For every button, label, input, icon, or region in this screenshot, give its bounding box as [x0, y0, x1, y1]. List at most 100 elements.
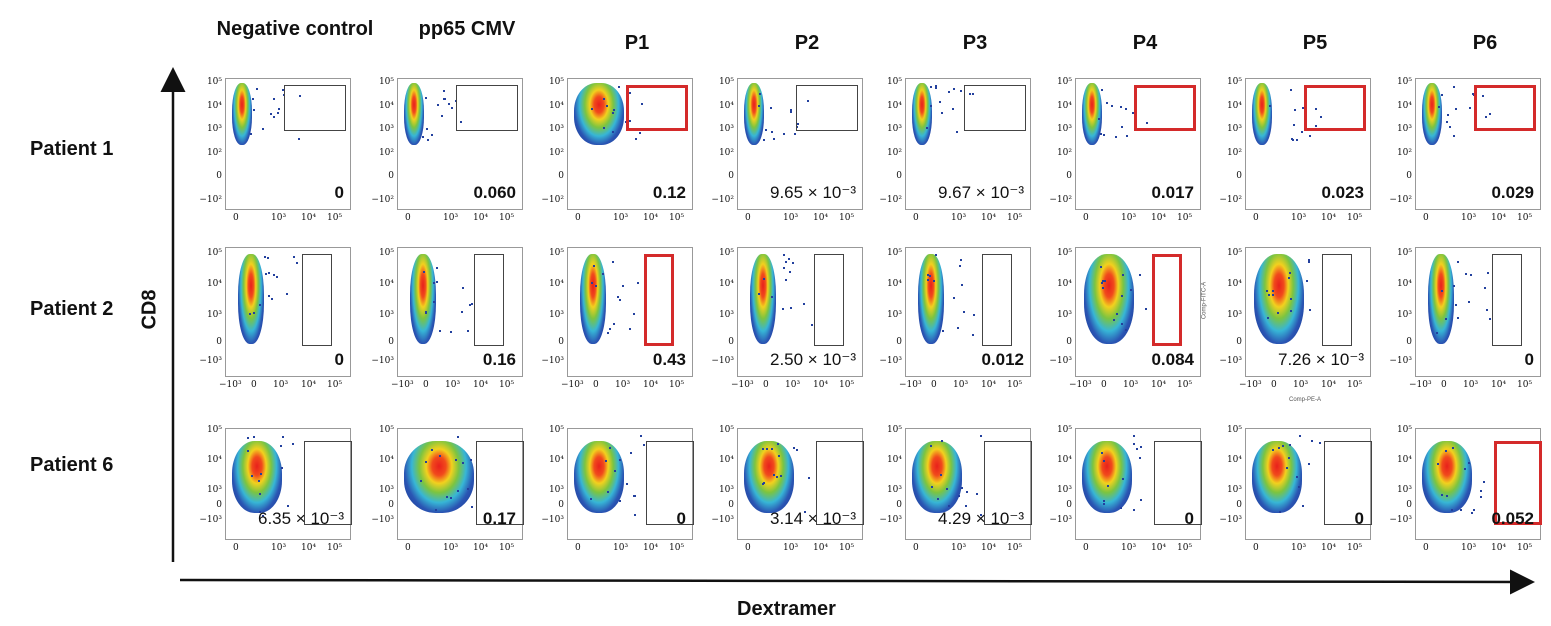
inset-x-axis-label: Comp-PE-A: [1289, 397, 1322, 403]
cell-density-blob: [750, 254, 776, 344]
x-tick-label: 10³: [951, 213, 967, 223]
x-tick-label: 10³: [613, 543, 629, 553]
event-dot: [1441, 493, 1444, 496]
event-dot: [1119, 507, 1122, 510]
event-dot: [783, 266, 786, 269]
flow-plot-panel: 0.43: [567, 247, 693, 377]
x-tick-label: 10⁵: [1007, 213, 1023, 223]
x-tick-label: 0: [913, 543, 919, 553]
y-tick-label: 10⁵: [1056, 77, 1072, 87]
event-dot: [1289, 271, 1292, 274]
flow-plot-panel: 0: [225, 78, 351, 210]
event-dot: [759, 93, 762, 96]
gate-frequency-value: 6.35 × 10⁻³: [257, 509, 344, 528]
x-tick-label: 10⁴: [1151, 380, 1167, 390]
event-dot: [272, 115, 275, 118]
event-dot: [1457, 317, 1460, 320]
event-dot: [250, 133, 253, 136]
event-dot: [633, 313, 636, 316]
flow-plot-panel: 0: [567, 428, 694, 540]
event-dot: [1290, 297, 1293, 300]
event-dot: [1456, 261, 1459, 264]
y-tick-label: 0: [896, 500, 902, 510]
y-tick-label: −10³: [371, 356, 394, 366]
flow-plot-panel: 9.65 × 10⁻³: [737, 78, 863, 210]
flow-plot-panel: 0.029: [1415, 78, 1541, 210]
y-tick-label: 10⁴: [1396, 278, 1412, 289]
cell-density-blob: [1084, 254, 1134, 344]
column-title: P1: [624, 32, 650, 54]
event-dot: [772, 137, 775, 140]
event-dot: [1454, 304, 1457, 307]
event-dot: [246, 449, 249, 452]
event-dot: [785, 261, 788, 264]
x-tick-label: 10⁵: [669, 543, 685, 553]
gate: [1492, 254, 1522, 346]
cell-density-blob: [238, 254, 264, 344]
event-dot: [1113, 319, 1116, 322]
flow-plot-panel: 0: [225, 247, 351, 377]
y-tick-label: 0: [558, 171, 564, 182]
event-dot: [1452, 447, 1455, 450]
y-tick-label: 0: [1236, 171, 1242, 182]
event-dot: [297, 138, 300, 141]
event-dot: [259, 472, 262, 475]
event-dot: [1121, 477, 1124, 480]
x-tick-label: 10³: [783, 213, 799, 223]
cell-density-blob: [1254, 254, 1304, 344]
event-dot: [435, 266, 438, 269]
gate-frequency-value: 0: [1184, 509, 1194, 528]
event-dot: [252, 98, 255, 101]
event-dot: [1145, 122, 1148, 125]
x-tick-label: −10³: [1239, 380, 1262, 390]
event-dot: [1102, 134, 1105, 137]
event-dot: [433, 282, 436, 285]
event-dot: [947, 504, 950, 507]
event-dot: [618, 299, 621, 302]
flow-plot-panel: 0.017: [1075, 78, 1201, 210]
x-tick-label: 0: [405, 543, 411, 553]
x-tick-label: 10⁵: [1347, 380, 1363, 390]
x-tick-label: 10⁴: [813, 380, 829, 390]
event-dot: [286, 293, 289, 296]
y-tick-label: 0: [728, 171, 734, 182]
event-dot: [792, 446, 795, 449]
x-tick-label: 10⁴: [643, 380, 659, 390]
event-dot: [1136, 447, 1139, 450]
event-dot: [926, 126, 929, 129]
x-tick-label: 0: [423, 380, 429, 390]
event-dot: [1311, 440, 1314, 443]
cell-density-blob: [574, 83, 624, 145]
gate-frequency-value: 0.012: [981, 350, 1024, 369]
event-dot: [1473, 509, 1476, 512]
event-dot: [790, 109, 793, 112]
event-dot: [435, 508, 438, 511]
x-tick-label: 10³: [953, 380, 969, 390]
x-tick-label: 10⁵: [327, 380, 343, 390]
event-dot: [612, 109, 615, 112]
event-dot: [633, 513, 636, 516]
event-dot: [287, 504, 290, 507]
y-tick-label: 10²: [1056, 147, 1072, 158]
event-dot: [262, 514, 265, 517]
y-tick-label: 10²: [378, 147, 394, 158]
y-tick-label: 10⁵: [1056, 248, 1072, 258]
event-dot: [612, 260, 615, 263]
event-dot: [790, 110, 793, 113]
x-tick-label: 10³: [1291, 543, 1307, 553]
gate: [982, 254, 1012, 346]
event-dot: [618, 86, 621, 89]
event-dot: [1277, 312, 1280, 315]
event-dot: [963, 310, 966, 313]
event-dot: [1102, 502, 1105, 505]
event-dot: [1480, 496, 1483, 499]
event-dot: [1120, 125, 1123, 128]
row-label: Patient 6: [30, 454, 114, 476]
y-tick-label: 0: [896, 337, 902, 348]
y-tick-label: 10⁴: [1396, 100, 1412, 111]
x-tick-label: 0: [575, 543, 581, 553]
x-tick-label: 10⁵: [1517, 543, 1533, 553]
event-dot: [455, 458, 458, 461]
cell-density-blob: [744, 441, 794, 513]
event-dot: [422, 270, 425, 273]
